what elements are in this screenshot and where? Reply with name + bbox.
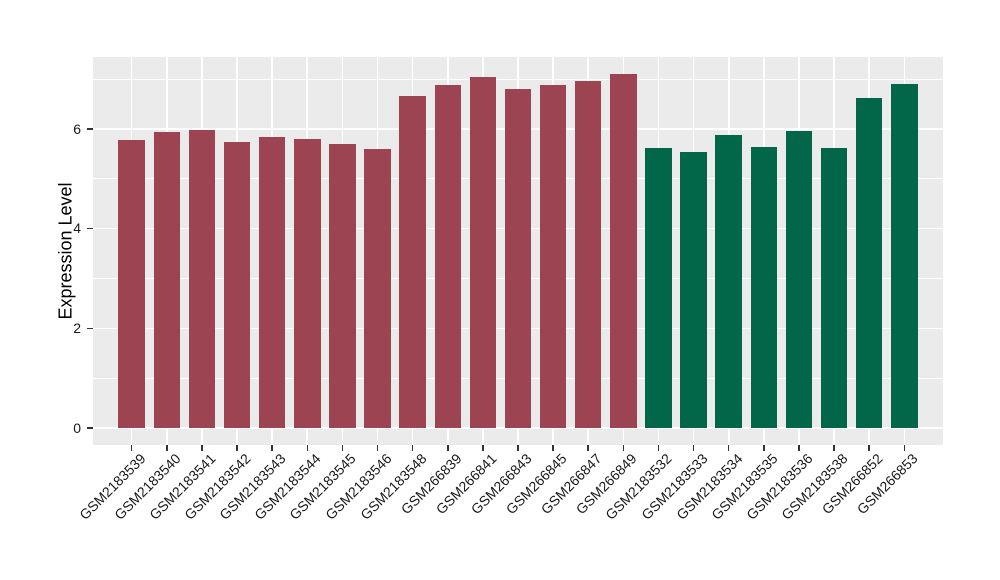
bar-GSM266841 <box>469 77 497 428</box>
x-tick-mark <box>447 445 449 451</box>
y-tick-mark <box>87 327 93 330</box>
bar-GSM2183536 <box>785 130 813 428</box>
x-tick-mark <box>341 445 344 451</box>
x-tick-mark <box>763 445 765 451</box>
y-tick-label: 6 <box>73 120 81 137</box>
bar-GSM266847 <box>574 80 602 428</box>
x-tick-mark <box>166 445 168 451</box>
bar-GSM2183546 <box>364 148 391 428</box>
x-tick-mark <box>130 445 133 451</box>
y-tick-mark <box>87 128 93 130</box>
x-tick-mark <box>517 445 519 451</box>
bar-GSM2183535 <box>750 147 778 428</box>
x-tick-mark <box>587 445 589 451</box>
bar-GSM266845 <box>539 85 567 428</box>
bar-GSM2183539 <box>118 140 145 428</box>
bar-GSM266852 <box>855 97 883 428</box>
bar-GSM2183533 <box>680 151 707 428</box>
y-tick-label: 2 <box>73 319 81 336</box>
y-tick-mark <box>87 227 93 230</box>
bar-GSM2183534 <box>715 135 742 428</box>
plot-panel <box>93 57 943 445</box>
x-tick-mark <box>798 445 800 451</box>
y-tick-label: 0 <box>73 419 81 436</box>
x-tick-mark <box>482 445 484 451</box>
x-tick-mark <box>271 445 273 451</box>
x-tick-mark <box>692 445 695 451</box>
bar-GSM2183543 <box>258 137 286 428</box>
bar-GSM266839 <box>434 85 461 428</box>
x-tick-mark <box>657 445 660 451</box>
x-tick-mark <box>868 445 870 451</box>
bar-GSM266853 <box>891 84 918 428</box>
x-tick-mark <box>552 445 554 451</box>
bar-GSM266843 <box>504 89 532 428</box>
bar-GSM266849 <box>610 73 637 428</box>
y-tick-label: 4 <box>73 220 81 237</box>
x-tick-mark <box>903 445 906 451</box>
bar-GSM2183532 <box>645 148 672 428</box>
bar-GSM2183548 <box>399 95 426 428</box>
x-tick-mark <box>833 445 835 451</box>
bar-GSM2183538 <box>820 147 848 428</box>
x-tick-mark <box>236 445 238 451</box>
bar-GSM2183544 <box>294 139 321 428</box>
y-tick-mark <box>87 427 93 429</box>
y-axis-title: Expression Level <box>55 182 76 320</box>
x-tick-mark <box>201 445 203 451</box>
bar-GSM2183542 <box>223 142 251 428</box>
bar-GSM2183545 <box>329 144 356 428</box>
x-tick-mark <box>306 445 308 451</box>
bar-GSM2183541 <box>188 130 216 428</box>
x-tick-mark <box>622 445 625 451</box>
bar-GSM2183540 <box>153 132 180 428</box>
x-tick-mark <box>376 445 379 451</box>
x-tick-mark <box>411 445 414 451</box>
x-tick-mark <box>727 445 730 451</box>
